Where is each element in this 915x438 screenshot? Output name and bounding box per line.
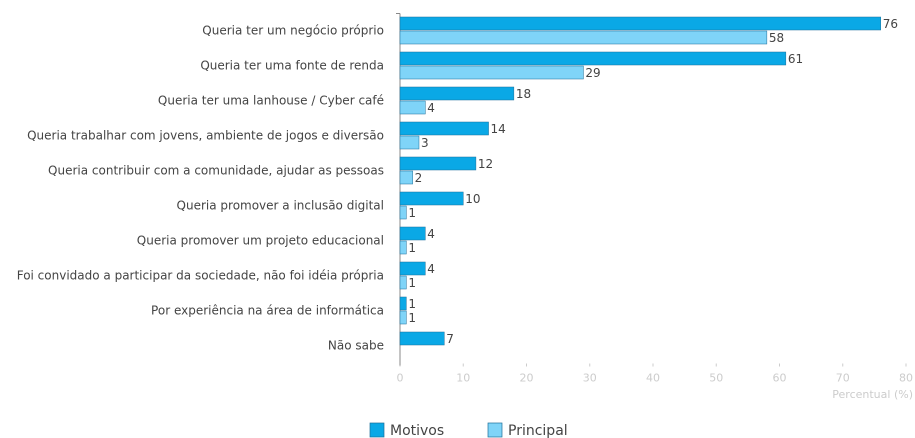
legend-swatch <box>487 422 503 438</box>
x-tick-label: 70 <box>836 372 850 385</box>
bar <box>399 51 787 66</box>
y-tick-label: Queria ter uma lanhouse / Cyber café <box>158 94 384 108</box>
bar <box>399 261 426 276</box>
bar <box>399 296 407 311</box>
data-label: 1 <box>408 297 416 311</box>
data-label: 3 <box>421 136 429 150</box>
legend-swatch <box>369 422 385 438</box>
y-tick-label: Por experiência na área de informática <box>151 304 384 318</box>
x-tick-label: 0 <box>397 372 404 385</box>
bar <box>399 191 464 206</box>
data-label: 2 <box>415 171 423 185</box>
data-label: 1 <box>408 311 416 325</box>
x-tick-label: 20 <box>520 372 534 385</box>
data-label: 4 <box>427 262 435 276</box>
y-tick-label: Queria ter uma fonte de renda <box>200 59 384 73</box>
y-tick-label: Queria ter um negócio próprio <box>202 24 384 38</box>
bar <box>399 65 584 80</box>
y-tick-label: Queria contribuir com a comunidade, ajud… <box>48 164 384 178</box>
data-label: 1 <box>408 241 416 255</box>
data-label: 76 <box>883 17 898 31</box>
x-axis-label: Percentual (%) <box>832 388 913 401</box>
bar <box>399 240 407 255</box>
data-label: 14 <box>491 122 506 136</box>
bar <box>399 205 407 220</box>
bar <box>399 30 768 45</box>
bar <box>399 156 477 171</box>
data-label: 1 <box>408 276 416 290</box>
bar <box>399 135 420 150</box>
data-label: 29 <box>585 66 600 80</box>
y-tick-label: Queria promover um projeto educacional <box>137 234 384 248</box>
bar <box>399 331 445 346</box>
data-label: 18 <box>516 87 531 101</box>
bar <box>399 310 407 325</box>
data-label: 61 <box>788 52 803 66</box>
bar <box>399 100 426 115</box>
bar <box>399 226 426 241</box>
x-tick-label: 40 <box>646 372 660 385</box>
bar <box>399 275 407 290</box>
data-label: 10 <box>465 192 480 206</box>
x-tick-label: 50 <box>709 372 723 385</box>
data-label: 4 <box>427 101 435 115</box>
x-tick-label: 10 <box>456 372 470 385</box>
legend-label: Motivos <box>390 423 444 438</box>
legend-label: Principal <box>508 423 568 438</box>
bar <box>399 86 515 101</box>
x-tick-label: 30 <box>583 372 597 385</box>
data-label: 1 <box>408 206 416 220</box>
data-label: 4 <box>427 227 435 241</box>
y-tick-label: Foi convidado a participar da sociedade,… <box>17 269 384 283</box>
data-label: 58 <box>769 31 784 45</box>
y-tick-label: Queria promover a inclusão digital <box>177 199 384 213</box>
bar <box>399 170 413 185</box>
x-tick-label: 80 <box>899 372 913 385</box>
bar <box>399 16 881 31</box>
data-label: 12 <box>478 157 493 171</box>
y-tick-label: Queria trabalhar com jovens, ambiente de… <box>27 129 384 143</box>
data-label: 7 <box>446 332 454 346</box>
bar <box>399 121 489 136</box>
x-tick-label: 60 <box>773 372 787 385</box>
y-tick-label: Não sabe <box>328 339 384 353</box>
